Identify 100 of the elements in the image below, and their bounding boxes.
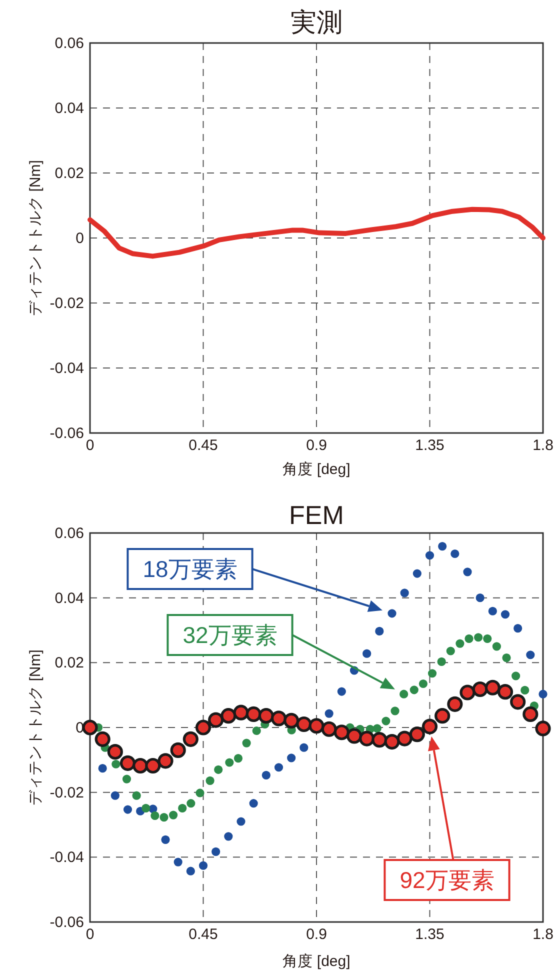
text: 92万要素	[400, 867, 494, 893]
point	[198, 861, 208, 870]
point	[502, 654, 511, 662]
point	[233, 704, 249, 720]
point	[514, 624, 522, 633]
point	[484, 680, 500, 696]
point	[437, 657, 446, 666]
point	[510, 694, 526, 710]
point	[474, 633, 483, 642]
y-tick-label: 0.02	[54, 165, 84, 182]
x-tick-label: 0.9	[306, 926, 327, 943]
x-tick-label: 0.45	[188, 926, 218, 943]
y-axis-title: ディテントトルク [Nm]	[27, 650, 44, 806]
point	[300, 743, 308, 752]
point	[372, 724, 382, 733]
x-axis-title: 角度 [deg]	[282, 953, 350, 970]
x-tick-label: 1.35	[415, 437, 444, 454]
point	[463, 568, 472, 576]
point	[220, 708, 236, 724]
point	[384, 734, 400, 750]
y-tick-label: 0	[76, 230, 84, 247]
y-tick-label: 0.06	[54, 525, 84, 542]
chart-title: 実測	[290, 7, 342, 37]
point	[346, 728, 362, 744]
point	[150, 811, 160, 820]
point	[224, 832, 233, 841]
point	[206, 776, 214, 785]
point	[212, 847, 220, 856]
point	[460, 684, 476, 700]
y-tick-label: -0.02	[50, 295, 84, 312]
point	[535, 720, 551, 736]
chart-title: FEM	[289, 500, 344, 530]
point	[274, 763, 284, 772]
y-tick-label: 0.04	[54, 100, 84, 117]
point	[132, 791, 141, 800]
point	[262, 770, 270, 780]
point	[434, 708, 450, 724]
y-tick-label: -0.02	[50, 784, 84, 802]
point	[362, 649, 372, 658]
point	[483, 634, 492, 643]
point	[107, 744, 123, 760]
point	[258, 708, 274, 724]
point	[492, 642, 501, 651]
point	[142, 804, 150, 813]
point	[425, 551, 434, 560]
point	[186, 799, 196, 808]
point	[538, 690, 548, 698]
point	[214, 765, 223, 774]
point	[526, 650, 535, 660]
point	[225, 758, 234, 767]
point	[390, 706, 400, 716]
y-tick-label: -0.06	[50, 914, 84, 931]
point	[287, 754, 296, 762]
y-tick-label: -0.04	[50, 360, 84, 377]
point	[512, 672, 520, 680]
text: 18万要素	[142, 556, 238, 582]
point	[234, 754, 243, 763]
point	[409, 726, 425, 742]
point	[337, 687, 346, 696]
point	[418, 679, 428, 688]
point	[428, 669, 437, 678]
point	[145, 758, 161, 774]
point	[158, 753, 174, 769]
text: 32万要素	[182, 622, 278, 648]
point	[472, 681, 488, 698]
point	[476, 594, 484, 602]
point	[388, 609, 396, 618]
y-tick-label: -0.04	[50, 849, 84, 866]
point	[169, 810, 178, 820]
point	[447, 696, 463, 712]
point	[450, 549, 460, 558]
point	[94, 731, 110, 747]
point	[446, 646, 455, 656]
point	[112, 760, 120, 768]
point	[456, 639, 464, 648]
point	[252, 726, 261, 736]
y-axis-title: ディテントトルク [Nm]	[27, 160, 44, 316]
point	[396, 730, 412, 746]
y-tick-label: 0.04	[54, 590, 84, 607]
x-tick-label: 1.35	[415, 926, 444, 943]
point	[242, 738, 251, 748]
point	[174, 858, 182, 866]
point	[400, 588, 409, 598]
point	[98, 764, 107, 773]
x-axis-title: 角度 [deg]	[282, 461, 350, 478]
point	[438, 542, 447, 551]
point	[400, 690, 408, 698]
point	[110, 791, 120, 800]
y-tick-label: -0.06	[50, 425, 84, 442]
point	[122, 774, 132, 784]
point	[464, 634, 474, 643]
point	[497, 684, 514, 700]
point	[359, 730, 375, 746]
point	[182, 731, 198, 747]
point	[160, 812, 168, 822]
point	[123, 805, 132, 814]
point	[161, 835, 170, 844]
point	[308, 718, 324, 734]
point	[284, 712, 300, 728]
point	[334, 724, 350, 740]
